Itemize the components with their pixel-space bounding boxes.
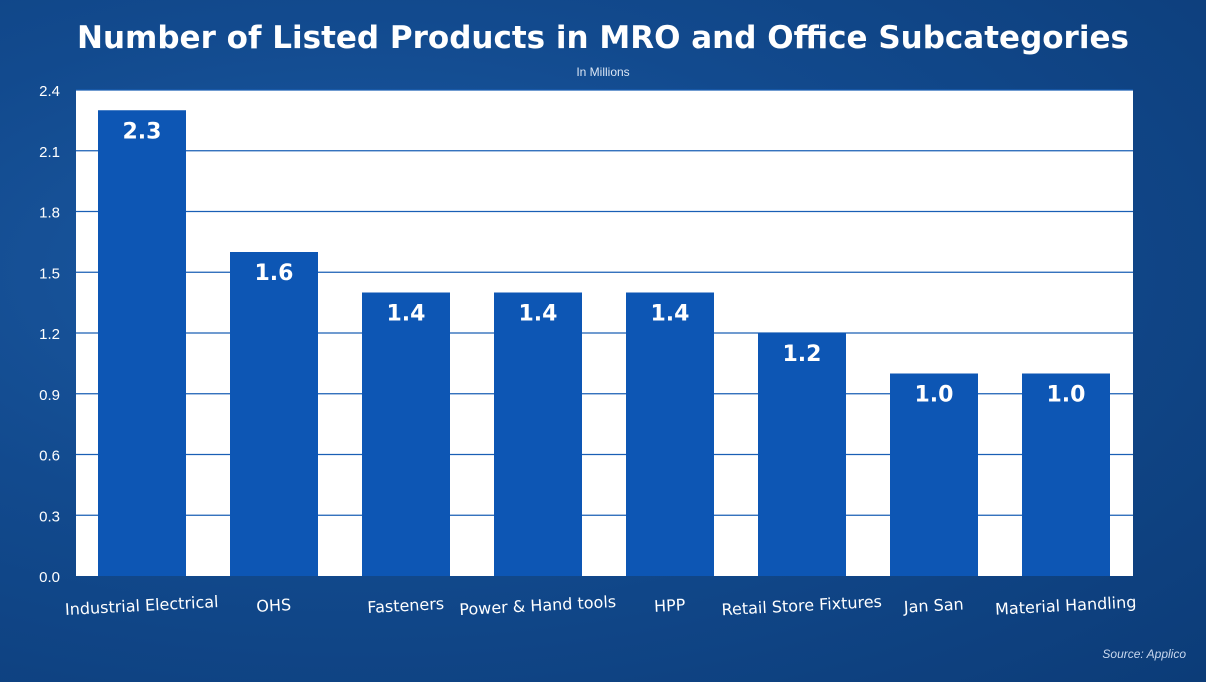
x-tick-label: Power & Hand tools <box>459 592 617 619</box>
x-tick-label: Fasteners <box>367 594 445 617</box>
chart-title: Number of Listed Products in MRO and Off… <box>77 20 1129 56</box>
bar-value-label: 1.4 <box>387 302 426 327</box>
x-tick-label: Retail Store Fixtures <box>721 592 882 619</box>
bar-value-label: 1.0 <box>1047 383 1086 408</box>
bar <box>1022 373 1110 576</box>
bars: 2.3 1.6 1.4 1.4 1.4 1.2 1.0 1.0 <box>98 110 1110 576</box>
y-tick-label: 2.1 <box>39 144 60 161</box>
bar-value-label: 1.6 <box>255 261 294 286</box>
chart-subtitle: In Millions <box>576 65 630 79</box>
bar-value-label: 1.2 <box>783 342 822 367</box>
bar-value-label: 1.4 <box>519 302 558 327</box>
y-tick-label: 0.0 <box>39 569 60 586</box>
source-note: Source: Applico <box>1102 647 1186 661</box>
bar-value-label: 1.0 <box>915 383 954 408</box>
bar <box>758 333 846 576</box>
y-tick-label: 2.4 <box>39 83 60 100</box>
bar <box>494 292 582 576</box>
y-tick-label: 1.2 <box>39 326 60 343</box>
x-tick-label: Material Handling <box>995 592 1137 618</box>
x-axis-tick-labels: Industrial Electrical OHS Fasteners Power &… <box>64 592 1136 619</box>
bar <box>626 292 714 576</box>
bar-value-label: 2.3 <box>123 119 162 144</box>
bar <box>230 252 318 576</box>
bar <box>362 292 450 576</box>
x-tick-label: HPP <box>654 595 687 616</box>
x-tick-label: Jan San <box>902 594 964 616</box>
y-tick-label: 1.8 <box>39 205 60 222</box>
x-tick-label: Industrial Electrical <box>64 592 218 619</box>
bar <box>98 110 186 576</box>
y-tick-label: 0.9 <box>39 387 60 404</box>
y-axis-tick-labels: 0.0 0.3 0.6 0.9 1.2 1.5 1.8 2.1 2.4 <box>39 83 60 586</box>
y-tick-label: 0.6 <box>39 448 60 465</box>
bar-value-label: 1.4 <box>651 302 690 327</box>
x-tick-label: OHS <box>256 595 292 616</box>
y-tick-label: 0.3 <box>39 508 60 525</box>
bar <box>890 373 978 576</box>
y-tick-label: 1.5 <box>39 265 60 282</box>
